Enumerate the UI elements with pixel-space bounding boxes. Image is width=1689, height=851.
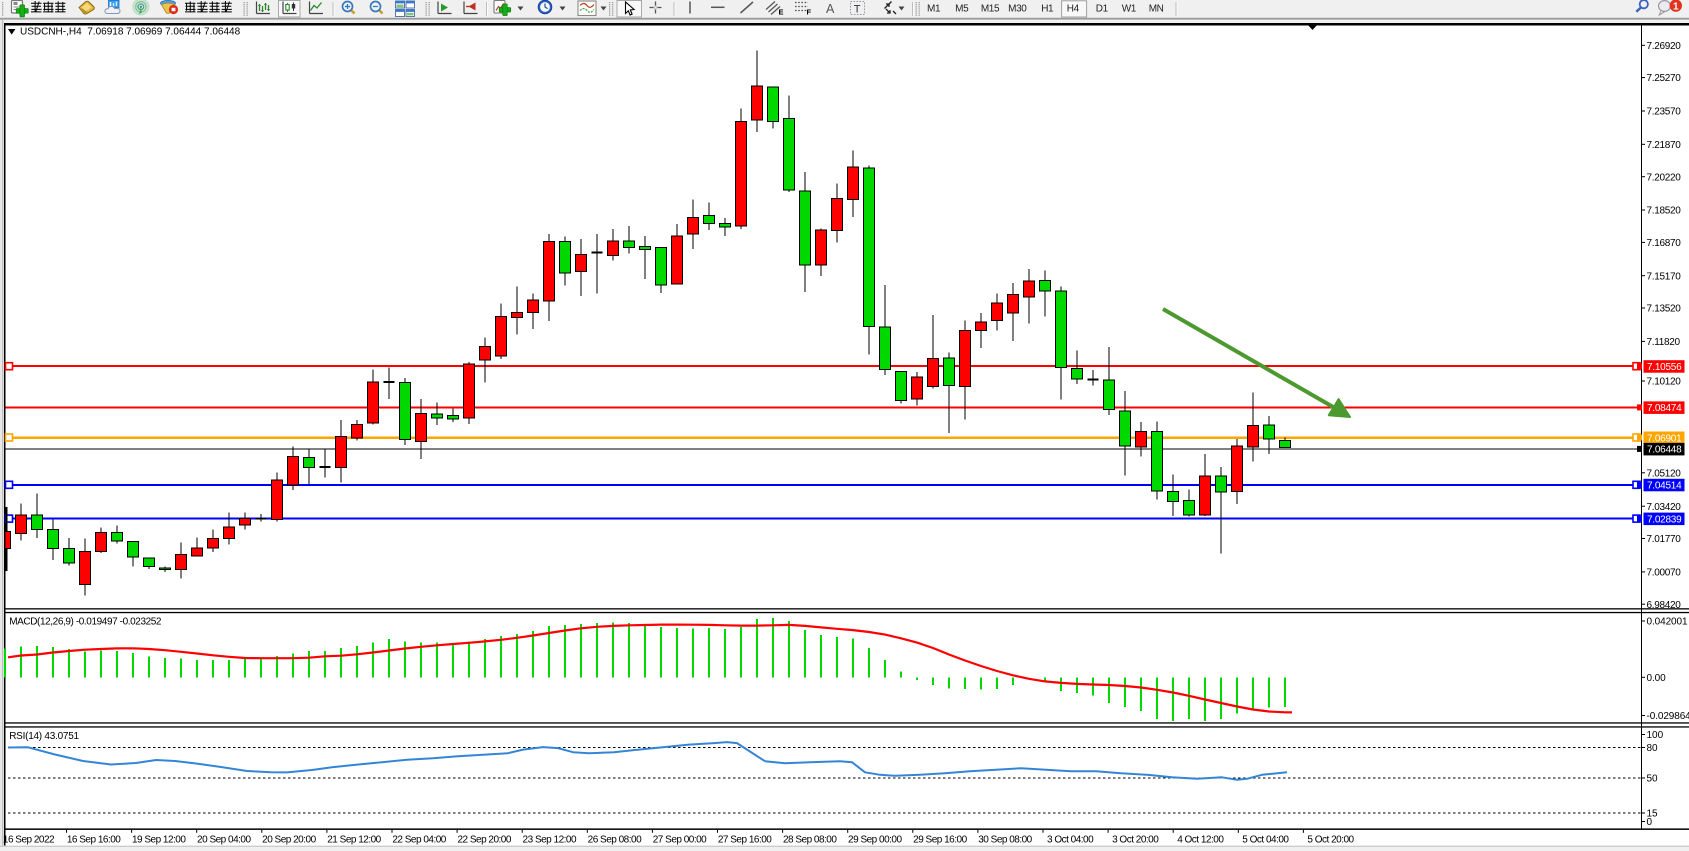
svg-text:27 Sep 00:00: 27 Sep 00:00: [653, 834, 707, 845]
svg-text:D1: D1: [1096, 4, 1109, 15]
svg-text:100: 100: [1647, 730, 1664, 741]
svg-text:7.10556: 7.10556: [1647, 362, 1682, 373]
svg-text:20 Sep 20:00: 20 Sep 20:00: [262, 834, 316, 845]
svg-text:29 Sep 00:00: 29 Sep 00:00: [848, 834, 902, 845]
svg-text:7.26920: 7.26920: [1647, 41, 1682, 52]
svg-text:W1: W1: [1122, 4, 1137, 15]
svg-text:T: T: [854, 4, 861, 16]
svg-text:A: A: [826, 2, 835, 16]
svg-text:27 Sep 16:00: 27 Sep 16:00: [718, 834, 772, 845]
svg-text:7.16870: 7.16870: [1647, 238, 1682, 249]
svg-text:6.98420: 6.98420: [1647, 600, 1682, 611]
svg-text:28 Sep 08:00: 28 Sep 08:00: [783, 834, 837, 845]
svg-text:MN: MN: [1149, 4, 1164, 15]
svg-text:3 Oct 04:00: 3 Oct 04:00: [1047, 834, 1094, 845]
svg-text:5 Oct 04:00: 5 Oct 04:00: [1242, 834, 1289, 845]
svg-text:M30: M30: [1008, 4, 1027, 15]
svg-text:7.03420: 7.03420: [1647, 502, 1682, 513]
svg-text:7.10120: 7.10120: [1647, 377, 1682, 388]
svg-text:MACD(12,26,9) -0.019497 -0.023: MACD(12,26,9) -0.019497 -0.023252: [9, 617, 162, 628]
svg-text:7.05120: 7.05120: [1647, 468, 1682, 479]
svg-text:26 Sep 08:00: 26 Sep 08:00: [588, 834, 642, 845]
svg-text:7.01770: 7.01770: [1647, 534, 1682, 545]
svg-text:5 Oct 20:00: 5 Oct 20:00: [1307, 834, 1354, 845]
svg-text:7.06901: 7.06901: [1647, 433, 1682, 444]
svg-text:E: E: [779, 8, 784, 17]
svg-text:1: 1: [1673, 1, 1679, 12]
svg-text:7.08474: 7.08474: [1647, 403, 1682, 414]
svg-text:7.02839: 7.02839: [1647, 514, 1682, 525]
svg-text:M5: M5: [955, 4, 969, 15]
svg-text:7.18520: 7.18520: [1647, 206, 1682, 217]
svg-text:30 Sep 08:00: 30 Sep 08:00: [978, 834, 1032, 845]
svg-text:22 Sep 04:00: 22 Sep 04:00: [392, 834, 446, 845]
svg-text:19 Sep 12:00: 19 Sep 12:00: [132, 834, 186, 845]
svg-text:22 Sep 20:00: 22 Sep 20:00: [457, 834, 511, 845]
svg-text:7.25270: 7.25270: [1647, 73, 1682, 84]
svg-text:RSI(14) 43.0751: RSI(14) 43.0751: [9, 731, 79, 742]
svg-text:M15: M15: [981, 4, 1000, 15]
svg-text:16 Sep 2022: 16 Sep 2022: [3, 834, 55, 845]
svg-text:7.06448: 7.06448: [1647, 445, 1682, 456]
svg-text:7.21870: 7.21870: [1647, 140, 1682, 151]
svg-text:20 Sep 04:00: 20 Sep 04:00: [197, 834, 251, 845]
svg-text:7.04514: 7.04514: [1647, 481, 1682, 492]
svg-text:7.20220: 7.20220: [1647, 172, 1682, 183]
svg-text:80: 80: [1647, 743, 1659, 754]
svg-text:21 Sep 12:00: 21 Sep 12:00: [327, 834, 381, 845]
svg-text:3 Oct 20:00: 3 Oct 20:00: [1112, 834, 1159, 845]
svg-text:H4: H4: [1067, 4, 1080, 15]
svg-text:-0.029864: -0.029864: [1647, 711, 1689, 722]
svg-text:7.00070: 7.00070: [1647, 568, 1682, 579]
svg-text:7.13520: 7.13520: [1647, 304, 1682, 315]
svg-text:7.11820: 7.11820: [1647, 337, 1681, 348]
svg-text:16 Sep 16:00: 16 Sep 16:00: [67, 834, 121, 845]
svg-text:0.042001: 0.042001: [1647, 617, 1688, 628]
svg-text:H1: H1: [1041, 4, 1054, 15]
svg-text:7.15170: 7.15170: [1647, 271, 1682, 282]
svg-text:15: 15: [1647, 809, 1659, 820]
svg-text:M1: M1: [927, 4, 941, 15]
svg-text:23 Sep 12:00: 23 Sep 12:00: [523, 834, 577, 845]
svg-text:29 Sep 16:00: 29 Sep 16:00: [913, 834, 967, 845]
svg-text:USDCNH-,H4 7.06918 7.06969 7.: USDCNH-,H4 7.06918 7.06969 7.06444 7.064…: [20, 27, 241, 38]
svg-text:50: 50: [1647, 774, 1659, 785]
svg-text:F: F: [807, 8, 812, 17]
svg-text:0.00: 0.00: [1647, 673, 1667, 684]
svg-text:7.23570: 7.23570: [1647, 107, 1682, 118]
svg-text:0: 0: [1647, 817, 1653, 828]
svg-text:4 Oct 12:00: 4 Oct 12:00: [1177, 834, 1224, 845]
